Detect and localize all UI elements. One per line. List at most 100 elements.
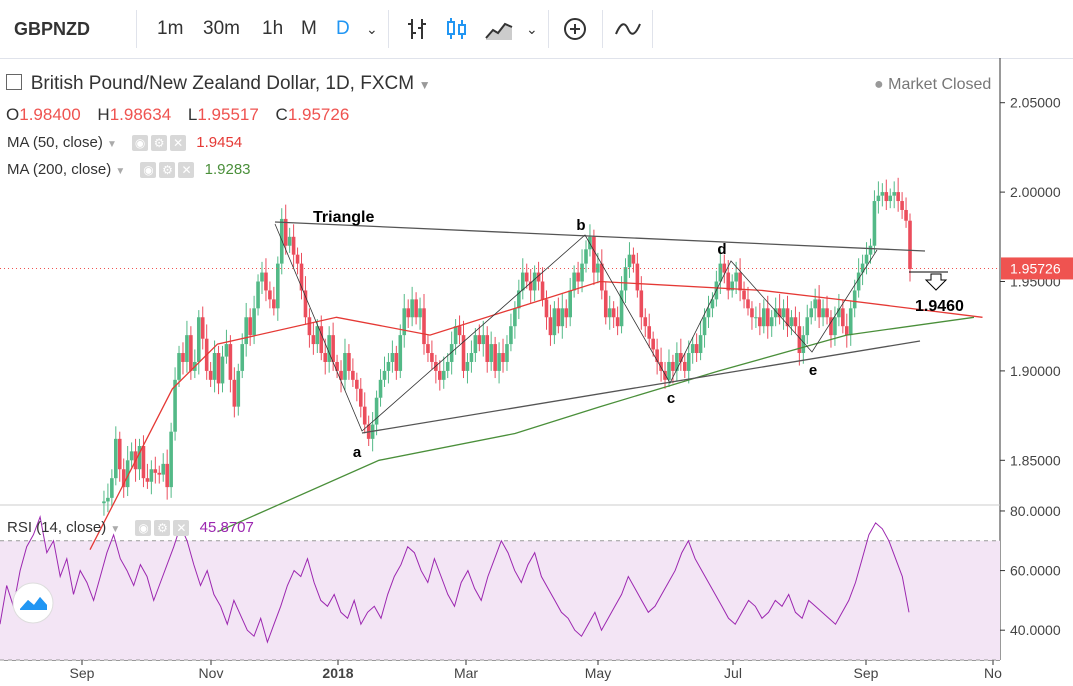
candle bbox=[817, 285, 821, 328]
logo-icon[interactable] bbox=[12, 582, 54, 624]
gear-icon[interactable]: ⚙ bbox=[159, 162, 176, 179]
candle-body bbox=[797, 326, 802, 354]
candle bbox=[469, 340, 474, 373]
chevron-down-icon[interactable]: ▼ bbox=[107, 139, 117, 150]
candle-body bbox=[520, 272, 525, 291]
time-tick-label: No bbox=[984, 665, 1002, 681]
candle-body bbox=[896, 192, 900, 202]
ma50-label[interactable]: MA (50, close) bbox=[7, 134, 103, 151]
candle bbox=[220, 345, 225, 393]
chevron-down-icon[interactable]: ⌄ bbox=[366, 21, 378, 37]
candle-body bbox=[141, 445, 146, 479]
eye-icon[interactable]: ◉ bbox=[140, 162, 157, 179]
candle bbox=[888, 188, 893, 209]
candle bbox=[513, 301, 517, 339]
candle-body bbox=[200, 317, 205, 339]
chevron-down-icon[interactable]: ▼ bbox=[110, 524, 121, 535]
candle bbox=[279, 208, 284, 275]
candle-body bbox=[663, 370, 667, 380]
candle-body bbox=[627, 254, 632, 268]
interval-1m-button[interactable]: 1m bbox=[157, 18, 184, 39]
candle bbox=[390, 340, 395, 373]
plus-circle-icon[interactable] bbox=[562, 16, 588, 42]
candle-body bbox=[445, 361, 450, 371]
candle-body bbox=[872, 201, 877, 246]
chart-area[interactable]: 2.05000 2.00000 1.95000 1.90000 1.85000 80.00… bbox=[0, 58, 1073, 686]
ohlc-row: O1.98400 H1.98634 L1.95517 C1.95726 bbox=[6, 105, 349, 125]
close-icon[interactable]: ✕ bbox=[170, 135, 187, 152]
candle bbox=[177, 345, 181, 387]
rsi-line bbox=[0, 515, 910, 644]
candle bbox=[200, 306, 205, 350]
candle bbox=[852, 279, 857, 318]
candle-body bbox=[390, 353, 395, 362]
candle-body bbox=[528, 281, 533, 291]
candle bbox=[520, 258, 525, 300]
candle bbox=[224, 329, 229, 364]
indicator-wave-icon[interactable] bbox=[614, 18, 642, 40]
close-icon[interactable]: ✕ bbox=[178, 162, 195, 179]
candle bbox=[884, 179, 889, 210]
price-chart-svg[interactable]: 2.050002.000001.950001.900001.8500080.00… bbox=[0, 58, 1073, 686]
candle-body bbox=[426, 344, 430, 354]
candle bbox=[623, 258, 628, 303]
candle bbox=[382, 356, 387, 387]
chevron-down-icon[interactable]: ▼ bbox=[418, 78, 431, 92]
interval-d-button[interactable]: D bbox=[336, 18, 350, 39]
candle-body bbox=[394, 353, 399, 371]
candlestick-icon[interactable] bbox=[444, 16, 470, 42]
candle bbox=[572, 265, 576, 298]
candle-body bbox=[102, 501, 106, 504]
candle-body bbox=[347, 353, 351, 371]
candle bbox=[864, 242, 869, 275]
candle bbox=[738, 258, 742, 302]
candle-body bbox=[477, 335, 482, 345]
candle-body bbox=[789, 317, 794, 327]
candle-body bbox=[398, 335, 403, 371]
time-tick-label: Jul bbox=[724, 665, 742, 681]
time-tick-label: 2018 bbox=[322, 665, 353, 681]
toolbar-divider bbox=[388, 10, 389, 48]
eye-icon[interactable]: ◉ bbox=[132, 135, 149, 152]
candle-body bbox=[276, 263, 280, 309]
candle-body bbox=[374, 397, 379, 425]
candle bbox=[465, 353, 470, 384]
candle bbox=[584, 240, 588, 273]
symbol-name[interactable]: GBPNZD bbox=[14, 19, 90, 39]
candle-body bbox=[355, 379, 359, 389]
ma200-label[interactable]: MA (200, close) bbox=[7, 161, 112, 178]
chevron-down-icon[interactable]: ⌄ bbox=[526, 21, 538, 37]
interval-m-button[interactable]: M bbox=[301, 18, 317, 39]
candle-body bbox=[671, 361, 675, 371]
close-icon[interactable]: ✕ bbox=[173, 520, 190, 537]
candle-body bbox=[860, 263, 865, 273]
gear-icon[interactable]: ⚙ bbox=[154, 520, 171, 537]
eye-icon[interactable]: ◉ bbox=[135, 520, 152, 537]
candle bbox=[378, 369, 383, 407]
bar-chart-icon[interactable] bbox=[404, 16, 430, 42]
candle bbox=[149, 460, 154, 495]
candle-body bbox=[615, 317, 620, 327]
candle bbox=[765, 295, 770, 339]
candle bbox=[501, 338, 505, 373]
candle bbox=[418, 297, 422, 330]
candle-body bbox=[438, 370, 442, 380]
candle bbox=[157, 465, 162, 484]
area-chart-icon[interactable] bbox=[484, 16, 514, 42]
last-price-badge bbox=[1001, 257, 1073, 280]
candle bbox=[580, 249, 584, 293]
chevron-down-icon[interactable]: ▼ bbox=[115, 166, 126, 177]
gear-icon[interactable]: ⚙ bbox=[151, 135, 168, 152]
candle-body bbox=[406, 308, 410, 318]
candle-body bbox=[291, 236, 296, 255]
interval-30m-button[interactable]: 30m bbox=[203, 18, 240, 39]
candle bbox=[548, 304, 553, 346]
candle-body bbox=[540, 281, 545, 300]
candle-body bbox=[880, 192, 885, 196]
candle bbox=[410, 286, 414, 327]
rsi-label[interactable]: RSI (14, close) bbox=[7, 519, 107, 536]
candle bbox=[129, 442, 134, 468]
interval-1h-button[interactable]: 1h bbox=[262, 18, 284, 39]
collapse-icon[interactable] bbox=[6, 74, 22, 90]
candle-body bbox=[852, 290, 857, 309]
